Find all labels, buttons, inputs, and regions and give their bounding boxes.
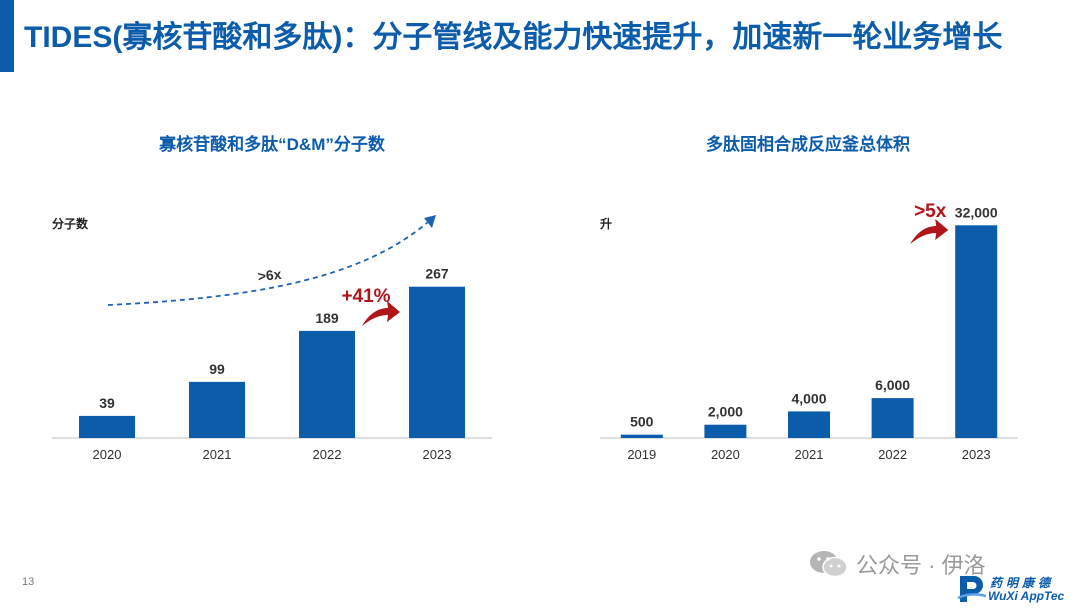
growth-label-41: +41% [341,286,390,307]
growth-label-5x: >5x [914,201,947,222]
data-label-2022: 189 [315,310,339,326]
data-label-2022: 6,000 [875,377,910,393]
slide-title: TIDES(寡核苷酸和多肽)：分子管线及能力快速提升，加速新一轮业务增长 [24,21,1003,54]
growth-label-6x: >6x [257,266,283,284]
growth-arrow-41 [362,301,400,326]
bar-2020 [79,415,135,438]
x-tick-2021: 2021 [203,447,232,462]
left-bar-chart: 分子数 39 2020 99 2021 189 2022 267 2023 >6x +41% [52,215,492,462]
data-label-2023: 267 [425,266,449,282]
right-chart-title: 多肽固相合成反应釜总体积 [706,135,910,154]
watermark-text: 公众号 · 伊洛 [856,553,986,578]
x-tick-2021: 2021 [795,447,824,462]
x-tick-2019: 2019 [627,447,656,462]
wechat-watermark: 公众号 · 伊洛 [808,548,986,580]
data-label-2019: 500 [630,414,654,430]
logo-mark-icon [957,576,987,602]
growth-arrow-5x [910,219,949,244]
data-label-2020: 2,000 [708,404,743,420]
bar-2021 [189,381,245,438]
x-tick-2020: 2020 [711,447,740,462]
wuxi-apptec-logo: 药明康德 WuXi AppTec [956,572,1076,606]
y-axis-unit-label: 升 [600,216,612,231]
bar-2022 [871,398,914,438]
data-label-2020: 39 [99,395,115,411]
trend-arrow-head [424,215,436,228]
wechat-icon [810,551,848,578]
x-tick-2020: 2020 [93,447,122,462]
x-tick-2022: 2022 [878,447,907,462]
bar-2021 [788,411,830,438]
right-bar-chart: 升 500 2019 2,000 2020 4,000 2021 6,000 2022 32,00… [600,201,1018,462]
page-number: 13 [22,576,35,588]
left-chart-title: 寡核苷酸和多肽“D&M”分子数 [159,135,385,154]
bar-2023 [409,286,465,438]
logo-chinese-name: 药明康德 [990,576,1055,590]
data-label-2023: 32,000 [955,204,998,220]
logo-english-name: WuXi AppTec [988,589,1065,603]
bar-2019 [620,434,663,438]
bar-2023 [955,225,998,438]
x-tick-2023: 2023 [423,447,452,462]
trend-dashed-line [107,221,429,306]
bar-2020 [704,424,747,438]
y-axis-unit-label: 分子数 [52,216,89,231]
data-label-2021: 4,000 [791,390,826,406]
x-tick-2023: 2023 [962,447,991,462]
title-accent-bar [0,0,14,72]
data-label-2021: 99 [209,361,225,377]
x-tick-2022: 2022 [313,447,342,462]
bar-2022 [299,330,355,438]
